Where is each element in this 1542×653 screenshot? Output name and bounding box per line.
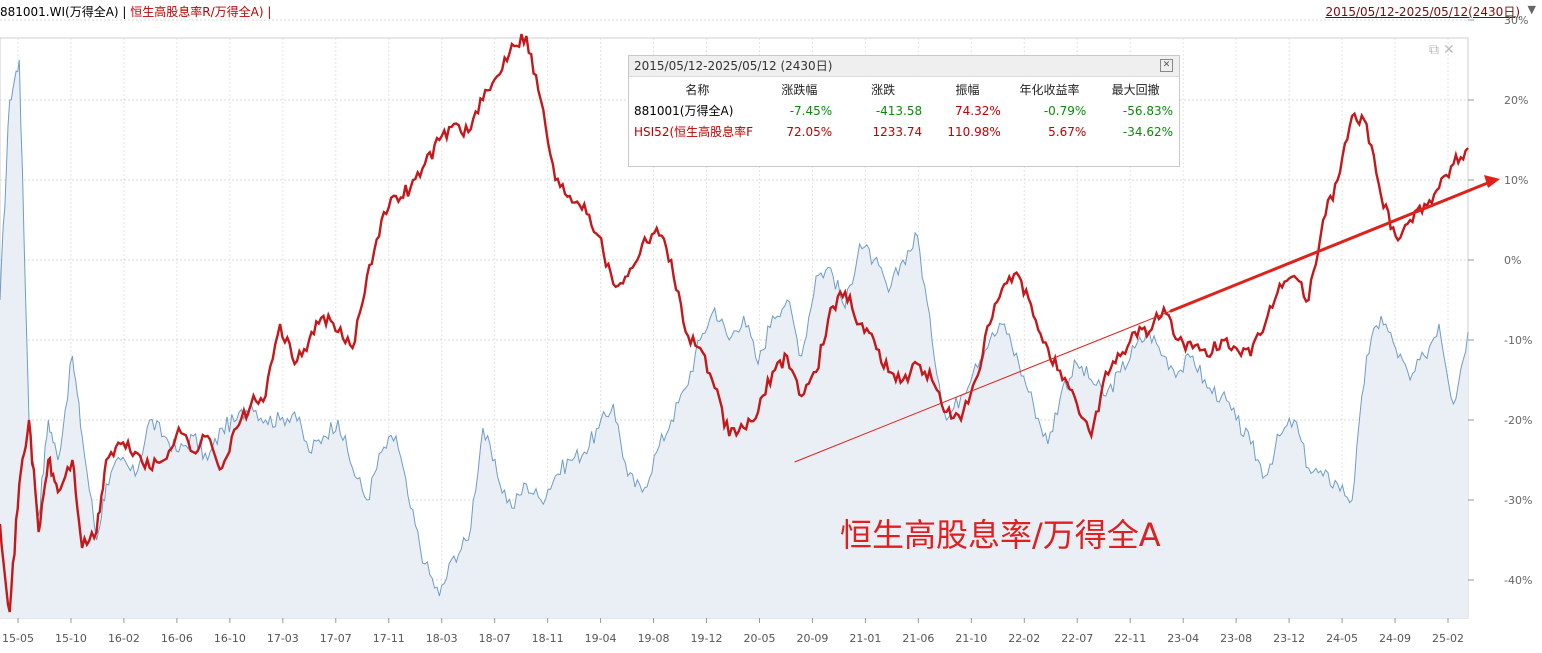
row-annual-return: 5.67% (1048, 124, 1087, 139)
stats-panel-header: 2015/05/12-2025/05/12 (2430日) ✕ (629, 56, 1179, 77)
row-amplitude: 74.32% (955, 103, 1001, 118)
x-axis: 15-05 15-10 16-02 16-06 16-10 17-03 17-07 17-11… (2, 618, 1464, 645)
row-max-drawdown: -56.83% (1122, 103, 1173, 118)
row-name: 881001(万得全A) (634, 104, 734, 118)
annotation-label: 恒生高股息率/万得全A (840, 516, 1161, 554)
stats-panel-title: 2015/05/12-2025/05/12 (2430日) (634, 59, 833, 73)
date-range-link[interactable]: 2015/05/12-2025/05/12(2430日) (1325, 5, 1520, 19)
col-amplitude: 振幅 (955, 83, 980, 97)
x-tick-label: 24-05 (1326, 632, 1358, 645)
x-tick-label: 25-02 (1432, 632, 1464, 645)
y-tick-label: 0% (1504, 254, 1521, 267)
stats-header-row: 名称 涨跌幅 涨跌 振幅 年化收益率 最大回撤 (629, 79, 1179, 100)
x-tick-label: 17-07 (320, 632, 352, 645)
x-tick-label: 22-02 (1008, 632, 1040, 645)
row-name: HSI52(恒生高股息率F (634, 125, 754, 139)
col-change: 涨跌 (871, 83, 896, 97)
blue-series-area (0, 60, 1468, 618)
y-axis: 30% 20% 10% 0% -10% -20% -30% -40% (1468, 14, 1532, 587)
row-change-pct: 72.05% (786, 124, 833, 139)
x-tick-label: 22-11 (1114, 632, 1146, 645)
col-name: 名称 (685, 83, 710, 97)
x-tick-label: 19-12 (691, 632, 723, 645)
x-tick-label: 21-10 (955, 632, 987, 645)
x-tick-label: 18-07 (479, 632, 511, 645)
series1-label[interactable]: 881001.WI(万得全A) | (0, 5, 131, 19)
table-row[interactable]: 881001(万得全A) -7.45% -413.58 74.32% -0.79… (629, 100, 1179, 121)
x-tick-label: 19-04 (585, 632, 617, 645)
table-row[interactable]: HSI52(恒生高股息率F 72.05% 1233.74 110.98% 5.6… (629, 121, 1179, 142)
y-tick-label: 10% (1504, 174, 1528, 187)
y-tick-label: -10% (1504, 334, 1532, 347)
y-tick-label: 20% (1504, 94, 1528, 107)
x-tick-label: 21-06 (902, 632, 934, 645)
col-max-drawdown: 最大回撤 (1111, 83, 1160, 97)
series2-label[interactable]: 恒生高股息率R/万得全A) | (130, 5, 272, 19)
y-tick-label: 30% (1504, 14, 1528, 27)
x-tick-label: 17-11 (373, 632, 405, 645)
y-tick-label: -20% (1504, 414, 1532, 427)
trendline-thick (1169, 180, 1491, 313)
close-icon[interactable]: ✕ (1160, 59, 1173, 72)
x-tick-label: 18-03 (426, 632, 458, 645)
x-tick-label: 16-02 (108, 632, 140, 645)
x-tick-label: 17-03 (267, 632, 299, 645)
row-annual-return: -0.79% (1043, 103, 1087, 118)
row-change-pct: -7.45% (789, 103, 833, 118)
y-tick-label: -30% (1504, 494, 1532, 507)
window-controls: ⧉✕ (1429, 42, 1459, 58)
stats-table: 名称 涨跌幅 涨跌 振幅 年化收益率 最大回撤 881001(万得全A) -7.… (629, 79, 1179, 142)
trendline-thin (794, 310, 1171, 463)
row-change: 1233.74 (872, 124, 923, 139)
triangle-down-icon[interactable]: ▼ (1527, 3, 1536, 16)
x-tick-label: 22-07 (1061, 632, 1093, 645)
x-tick-label: 16-10 (214, 632, 246, 645)
row-max-drawdown: -34.62% (1122, 124, 1173, 139)
restore-icon[interactable]: ⧉ (1429, 42, 1443, 58)
x-tick-label: 23-12 (1273, 632, 1305, 645)
x-tick-label: 23-08 (1220, 632, 1252, 645)
x-tick-label: 19-08 (638, 632, 670, 645)
x-tick-label: 16-06 (161, 632, 193, 645)
x-tick-label: 21-01 (849, 632, 881, 645)
x-tick-label: 23-04 (1167, 632, 1199, 645)
stats-panel: 2015/05/12-2025/05/12 (2430日) ✕ 名称 涨跌幅 涨… (628, 55, 1180, 167)
col-annual-return: 年化收益率 (1019, 83, 1080, 97)
x-tick-label: 18-11 (532, 632, 564, 645)
col-change-pct: 涨跌幅 (781, 83, 818, 97)
x-tick-label: 15-05 (2, 632, 34, 645)
red-series-line (0, 33, 1469, 613)
row-change: -413.58 (875, 103, 923, 118)
trendline-arrowhead (1484, 175, 1500, 188)
series-legend: 881001.WI(万得全A) | 恒生高股息率R/万得全A) | (0, 3, 271, 20)
row-amplitude: 110.98% (947, 124, 1001, 139)
x-tick-label: 20-05 (743, 632, 775, 645)
close-icon[interactable]: ✕ (1443, 42, 1459, 58)
x-tick-label: 24-09 (1379, 632, 1411, 645)
x-tick-label: 15-10 (55, 632, 87, 645)
x-tick-label: 20-09 (796, 632, 828, 645)
y-tick-label: -40% (1504, 574, 1532, 587)
chart-header: 881001.WI(万得全A) | 恒生高股息率R/万得全A) | 2015/0… (0, 0, 1542, 22)
